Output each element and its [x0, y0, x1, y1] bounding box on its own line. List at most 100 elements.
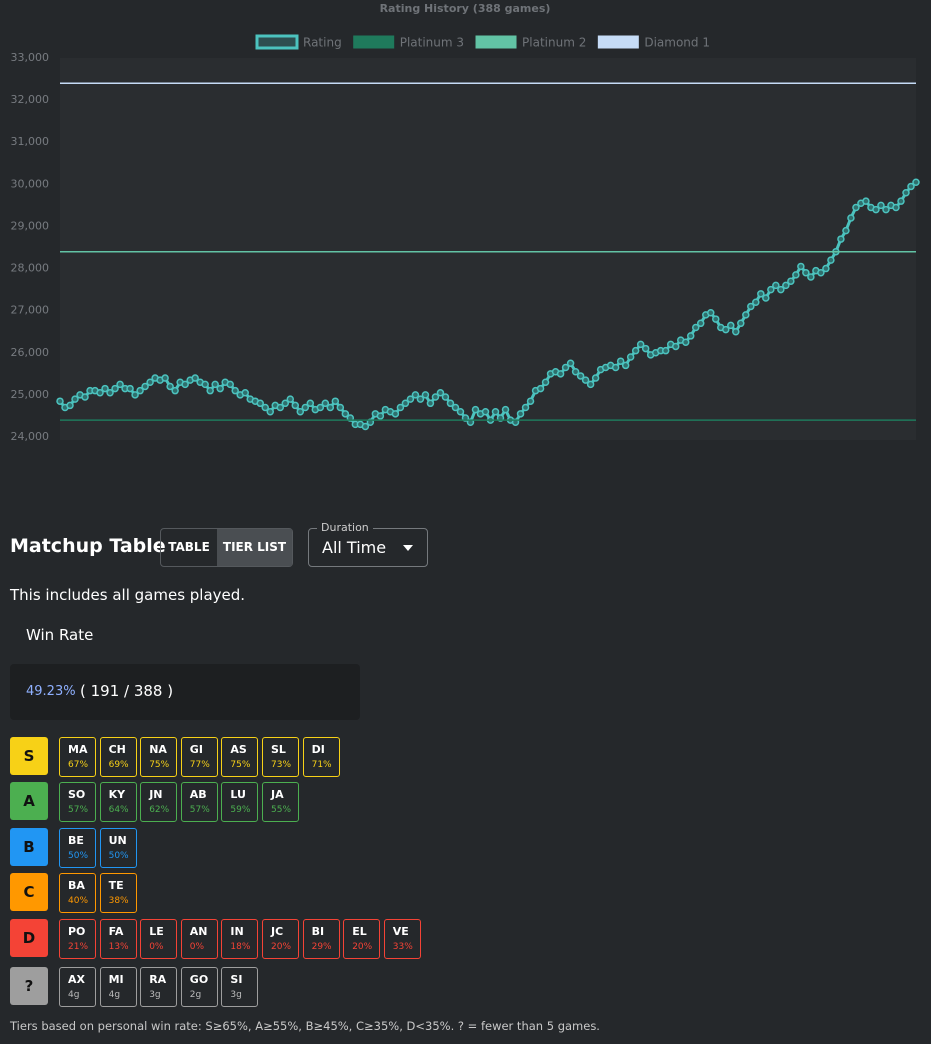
y-tick-label: 31,000 [11, 135, 50, 148]
rating-point [451, 403, 460, 412]
rating-point [912, 178, 920, 186]
rating-point [316, 403, 325, 412]
matchup-chip[interactable]: JA 55% [262, 782, 299, 822]
matchup-chip[interactable]: LE 0% [140, 919, 178, 959]
matchup-chip[interactable]: JN 62% [140, 782, 178, 822]
rating-point [226, 380, 234, 389]
rating-point [516, 410, 525, 418]
matchup-chip[interactable]: TE 38% [99, 873, 137, 913]
toggle-tier-list[interactable]: TIER LIST [217, 529, 292, 566]
matchup-chip[interactable]: FA 13% [99, 919, 137, 959]
rating-point [341, 410, 350, 418]
chip-stat: 38% [108, 896, 129, 906]
matchup-chip[interactable]: MA 67% [59, 737, 96, 777]
chip-stat: 3g [230, 990, 242, 1000]
rating-point [106, 389, 114, 397]
matchup-chip[interactable]: MI 4g [99, 967, 137, 1007]
rating-point [822, 264, 830, 273]
matchup-chip[interactable]: LU 59% [221, 782, 259, 822]
chip-stat: 77% [189, 760, 210, 770]
win-rate-label: Win Rate [26, 626, 94, 644]
rating-point [742, 311, 750, 319]
matchup-chip[interactable]: AB 57% [180, 782, 218, 822]
rating-point [802, 269, 810, 277]
matchup-chip[interactable]: SO 57% [59, 782, 96, 822]
note: This includes all games played. [10, 586, 246, 604]
matchup-chip[interactable]: AS 75% [221, 737, 259, 777]
duration-select[interactable]: Duration All Time [308, 521, 428, 567]
rating-point [81, 393, 89, 401]
rating-point [201, 380, 209, 389]
rating-point [491, 407, 500, 416]
toggle-table[interactable]: TABLE [168, 540, 210, 554]
rating-point [66, 401, 74, 410]
rating-point [847, 214, 855, 222]
legend-label: Rating [303, 36, 342, 50]
rating-point [691, 323, 700, 332]
rating-point [256, 399, 264, 408]
rating-point [331, 397, 340, 405]
chip-stat: 75% [149, 760, 170, 770]
win-rate-record: ( 191 / 388 ) [80, 682, 174, 700]
rating-point [862, 197, 870, 205]
matchup-chip[interactable]: CH 69% [99, 737, 137, 777]
legend-label: Platinum 2 [522, 36, 586, 50]
matchup-chip[interactable]: BA 40% [59, 873, 96, 913]
rating-point [376, 412, 385, 420]
matchup-chip[interactable]: SI 3g [221, 967, 259, 1007]
chip-code: AS [230, 743, 247, 756]
rating-point [301, 403, 310, 412]
matchup-chip[interactable]: EL 20% [343, 919, 381, 959]
rating-point [456, 407, 465, 416]
matchup-chip[interactable]: VE 33% [383, 919, 421, 959]
chip-stat: 29% [311, 942, 332, 952]
rating-point [56, 397, 64, 405]
rating-point [556, 370, 565, 378]
chip-code: FA [108, 925, 124, 938]
matchup-chip[interactable]: PO 21% [59, 919, 96, 959]
legend-label: Diamond 1 [644, 36, 710, 50]
matchup-chip[interactable]: RA 3g [140, 967, 178, 1007]
rating-point [421, 391, 430, 399]
legend-swatch [353, 35, 395, 49]
rating-point [216, 384, 224, 393]
rating-point [671, 342, 680, 351]
tier-label: B [10, 828, 48, 866]
chip-stat: 50% [108, 851, 129, 861]
matchup-chip[interactable]: AX 4g [59, 967, 96, 1007]
rating-point [416, 395, 425, 403]
chip-code: AB [189, 788, 207, 801]
chip-code: AN [189, 925, 208, 938]
legend-swatch [597, 35, 639, 49]
matchup-chip[interactable]: KY 64% [99, 782, 137, 822]
y-tick-label: 24,000 [11, 430, 50, 443]
matchup-chip[interactable]: BE 50% [59, 828, 96, 868]
rating-point [762, 294, 770, 302]
matchup-chip[interactable]: JC 20% [262, 919, 299, 959]
matchup-chip[interactable]: DI 71% [302, 737, 340, 777]
rating-point [286, 395, 295, 403]
matchup-chip[interactable]: NA 75% [140, 737, 178, 777]
rating-point [131, 391, 139, 399]
rating-point [396, 403, 405, 412]
chip-stat: 55% [271, 805, 292, 815]
rating-point [817, 269, 825, 277]
dropdown-caret [403, 545, 413, 551]
rating-point [727, 321, 735, 330]
rating-point [306, 399, 315, 408]
chip-stat: 67% [68, 760, 89, 770]
matchup-chip[interactable]: GO 2g [180, 967, 218, 1007]
chip-code: DI [311, 743, 325, 756]
legend-swatch [255, 34, 299, 50]
matchup-chip[interactable]: IN 18% [221, 919, 259, 959]
rating-point [576, 372, 585, 380]
chip-stat: 50% [68, 851, 89, 861]
matchup-chip[interactable]: UN 50% [99, 828, 137, 868]
rating-point [436, 389, 445, 397]
rating-point [96, 389, 104, 397]
matchup-chip[interactable]: BI 29% [302, 919, 340, 959]
matchup-chip[interactable]: AN 0% [180, 919, 218, 959]
matchup-chip[interactable]: SL 73% [262, 737, 299, 777]
matchup-chip[interactable]: GI 77% [180, 737, 218, 777]
rating-point [336, 403, 345, 412]
